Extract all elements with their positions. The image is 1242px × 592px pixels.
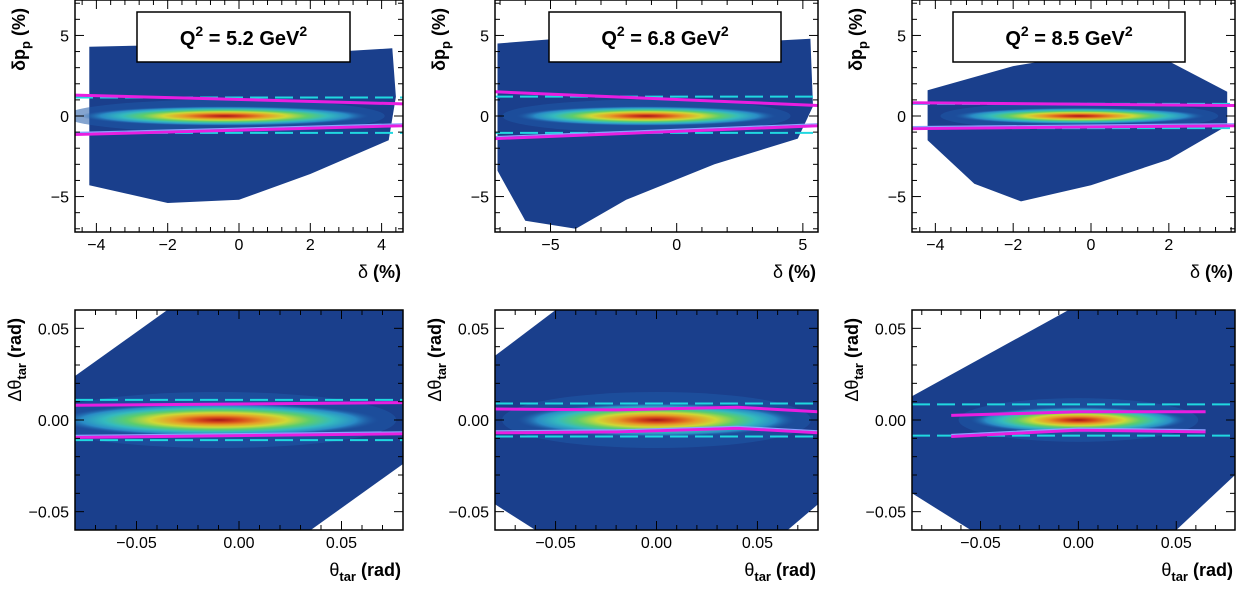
- y-tick-label: −5: [51, 190, 69, 207]
- x-tick-label: −0.05: [535, 535, 576, 552]
- x-tick-label: −2: [159, 237, 177, 254]
- inner-fit-line: [495, 425, 818, 432]
- x-tick-label: −0.05: [960, 535, 1001, 552]
- x-tick-label: 0.05: [326, 535, 357, 552]
- panel-top-left: −4 −2 0 2 4 −5 0 5 δ (%) δpp (%) Q2 = 5.2 GeV2: [9, 0, 404, 282]
- inner-fit-line: [75, 431, 403, 436]
- plot-area: [75, 310, 403, 530]
- x-tick-label: 2: [1164, 237, 1173, 254]
- density-core: [75, 401, 393, 439]
- lower-fit-line: [912, 124, 1235, 131]
- y-axis-label: δpp (%): [429, 8, 453, 71]
- y-axis-label: Δθtar (rad): [842, 318, 866, 402]
- x-axis-label: θtar (rad): [1161, 560, 1233, 584]
- inner-fit-line: [912, 123, 1235, 128]
- panel-bottom-middle: −0.05 0.00 0.05 −0.05 0.00 0.05 θtar (rad) Δθta…: [425, 309, 819, 584]
- y-tick-label: 0: [897, 109, 906, 126]
- x-tick-label: 2: [306, 237, 315, 254]
- lower-fit-line: [75, 124, 403, 136]
- y-tick-label: 0.00: [875, 413, 906, 430]
- panel-bottom-left: −0.05 0.00 0.05 −0.05 0.00 0.05 θtar (rad) Δθta…: [5, 309, 404, 584]
- density-core: [75, 105, 382, 127]
- y-axis-label: δpp (%): [9, 8, 33, 71]
- upper-fit-line: [495, 90, 818, 107]
- x-tick-label: −2: [1004, 237, 1022, 254]
- y-tick-label: 0: [480, 109, 489, 126]
- y-tick-label: 0.05: [875, 321, 906, 338]
- lower-fit-line: [951, 428, 1206, 438]
- upper-fit-line: [495, 405, 818, 414]
- q2-annotation-box: [548, 11, 782, 63]
- panel-top-right: −4 −2 0 2 −5 0 5 δ (%) δpp (%) Q2 = 8.5 GeV2: [846, 0, 1236, 282]
- x-tick-label: 0: [235, 237, 244, 254]
- lower-fit-line: [75, 432, 403, 439]
- upper-fit-line: [951, 410, 1206, 417]
- x-tick-label: 0.00: [1063, 535, 1094, 552]
- x-tick-label: 0.05: [1161, 535, 1192, 552]
- y-tick-label: −5: [888, 190, 906, 207]
- panel-top-middle: −5 0 5 −5 0 5 δ (%) δpp (%) Q2 = 6.8 GeV2: [429, 0, 819, 282]
- plot-area: [495, 30, 818, 229]
- x-axis-label: δ (%): [358, 262, 401, 282]
- y-tick-label: 5: [897, 28, 906, 45]
- y-axis-label: Δθtar (rad): [425, 318, 449, 402]
- x-axis-label: θtar (rad): [744, 560, 816, 584]
- upper-fit-line: [75, 401, 403, 407]
- y-tick-label: 5: [480, 28, 489, 45]
- y-tick-label: 0.05: [458, 321, 489, 338]
- y-tick-label: 0.00: [458, 413, 489, 430]
- x-tick-label: −4: [87, 237, 105, 254]
- inner-fit-line: [495, 123, 818, 138]
- y-axis-label: Δθtar (rad): [5, 318, 29, 402]
- x-tick-label: −4: [926, 237, 944, 254]
- x-axis-label: δ (%): [773, 262, 816, 282]
- x-tick-label: 0: [672, 237, 681, 254]
- upper-fit-line: [75, 93, 403, 106]
- y-tick-label: −0.05: [29, 505, 70, 522]
- upper-fit-line: [912, 101, 1235, 107]
- density-core: [943, 107, 1216, 125]
- plot-area: [495, 310, 818, 530]
- y-tick-label: 0.00: [38, 413, 69, 430]
- panel-bottom-right: −0.05 0.00 0.05 −0.05 0.00 0.05 θtar (rad) Δθta…: [842, 309, 1236, 584]
- x-tick-label: 0.00: [223, 535, 254, 552]
- y-axis-label: δpp (%): [846, 8, 870, 71]
- x-tick-label: 0.00: [641, 535, 672, 552]
- q2-annotation: Q2 = 8.5 GeV2: [1005, 23, 1133, 50]
- y-tick-label: 0: [60, 109, 69, 126]
- x-axis-label: θtar (rad): [329, 560, 401, 584]
- y-tick-label: −0.05: [866, 505, 907, 522]
- x-tick-label: −5: [541, 237, 559, 254]
- y-tick-label: 5: [60, 28, 69, 45]
- inner-fit-line: [75, 123, 403, 134]
- x-tick-label: 0: [1087, 237, 1096, 254]
- x-tick-label: 4: [377, 237, 386, 254]
- plot-area: [912, 53, 1235, 202]
- x-tick-label: 5: [798, 237, 807, 254]
- x-tick-label: −0.05: [116, 535, 157, 552]
- q2-annotation-box: [136, 11, 351, 63]
- y-tick-label: −0.05: [449, 505, 490, 522]
- inner-fit-line: [951, 427, 1206, 436]
- x-tick-label: 0.05: [742, 535, 773, 552]
- y-tick-label: −5: [471, 190, 489, 207]
- plot-area: [75, 45, 403, 203]
- plot-area: [912, 310, 1235, 530]
- density-core: [505, 105, 788, 127]
- panels: −4 −2 0 2 4 −5 0 5 δ (%) δpp (%) Q2 = 5.2 GeV2 −5 0 5…: [5, 0, 1236, 584]
- q2-annotation: Q2 = 5.2 GeV2: [180, 23, 308, 50]
- y-tick-label: 0.05: [38, 321, 69, 338]
- q2-annotation: Q2 = 6.8 GeV2: [601, 23, 729, 50]
- lower-fit-line: [495, 124, 818, 141]
- x-axis-label: δ (%): [1190, 262, 1233, 282]
- lower-fit-line: [495, 426, 818, 435]
- q2-annotation-box: [952, 11, 1186, 63]
